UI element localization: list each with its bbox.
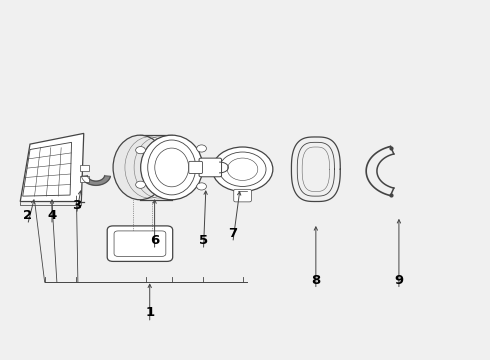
Text: 3: 3 — [72, 199, 81, 212]
Circle shape — [196, 145, 206, 152]
Text: 7: 7 — [228, 227, 237, 240]
Text: 9: 9 — [394, 274, 403, 287]
Bar — [80, 165, 89, 171]
Polygon shape — [81, 176, 110, 185]
Circle shape — [212, 147, 273, 192]
Circle shape — [136, 181, 146, 188]
FancyBboxPatch shape — [107, 226, 172, 261]
Text: 4: 4 — [48, 210, 57, 222]
Bar — [80, 176, 89, 182]
Polygon shape — [20, 134, 84, 202]
Ellipse shape — [141, 135, 203, 200]
Circle shape — [136, 147, 146, 154]
FancyBboxPatch shape — [189, 161, 202, 174]
Text: 6: 6 — [150, 234, 159, 247]
Ellipse shape — [113, 135, 167, 200]
Polygon shape — [23, 142, 72, 196]
FancyBboxPatch shape — [234, 189, 251, 202]
Text: 2: 2 — [23, 210, 32, 222]
Text: 8: 8 — [311, 274, 320, 287]
Text: 5: 5 — [199, 234, 208, 247]
Text: 1: 1 — [145, 306, 154, 319]
Circle shape — [196, 183, 206, 190]
FancyBboxPatch shape — [199, 158, 221, 177]
